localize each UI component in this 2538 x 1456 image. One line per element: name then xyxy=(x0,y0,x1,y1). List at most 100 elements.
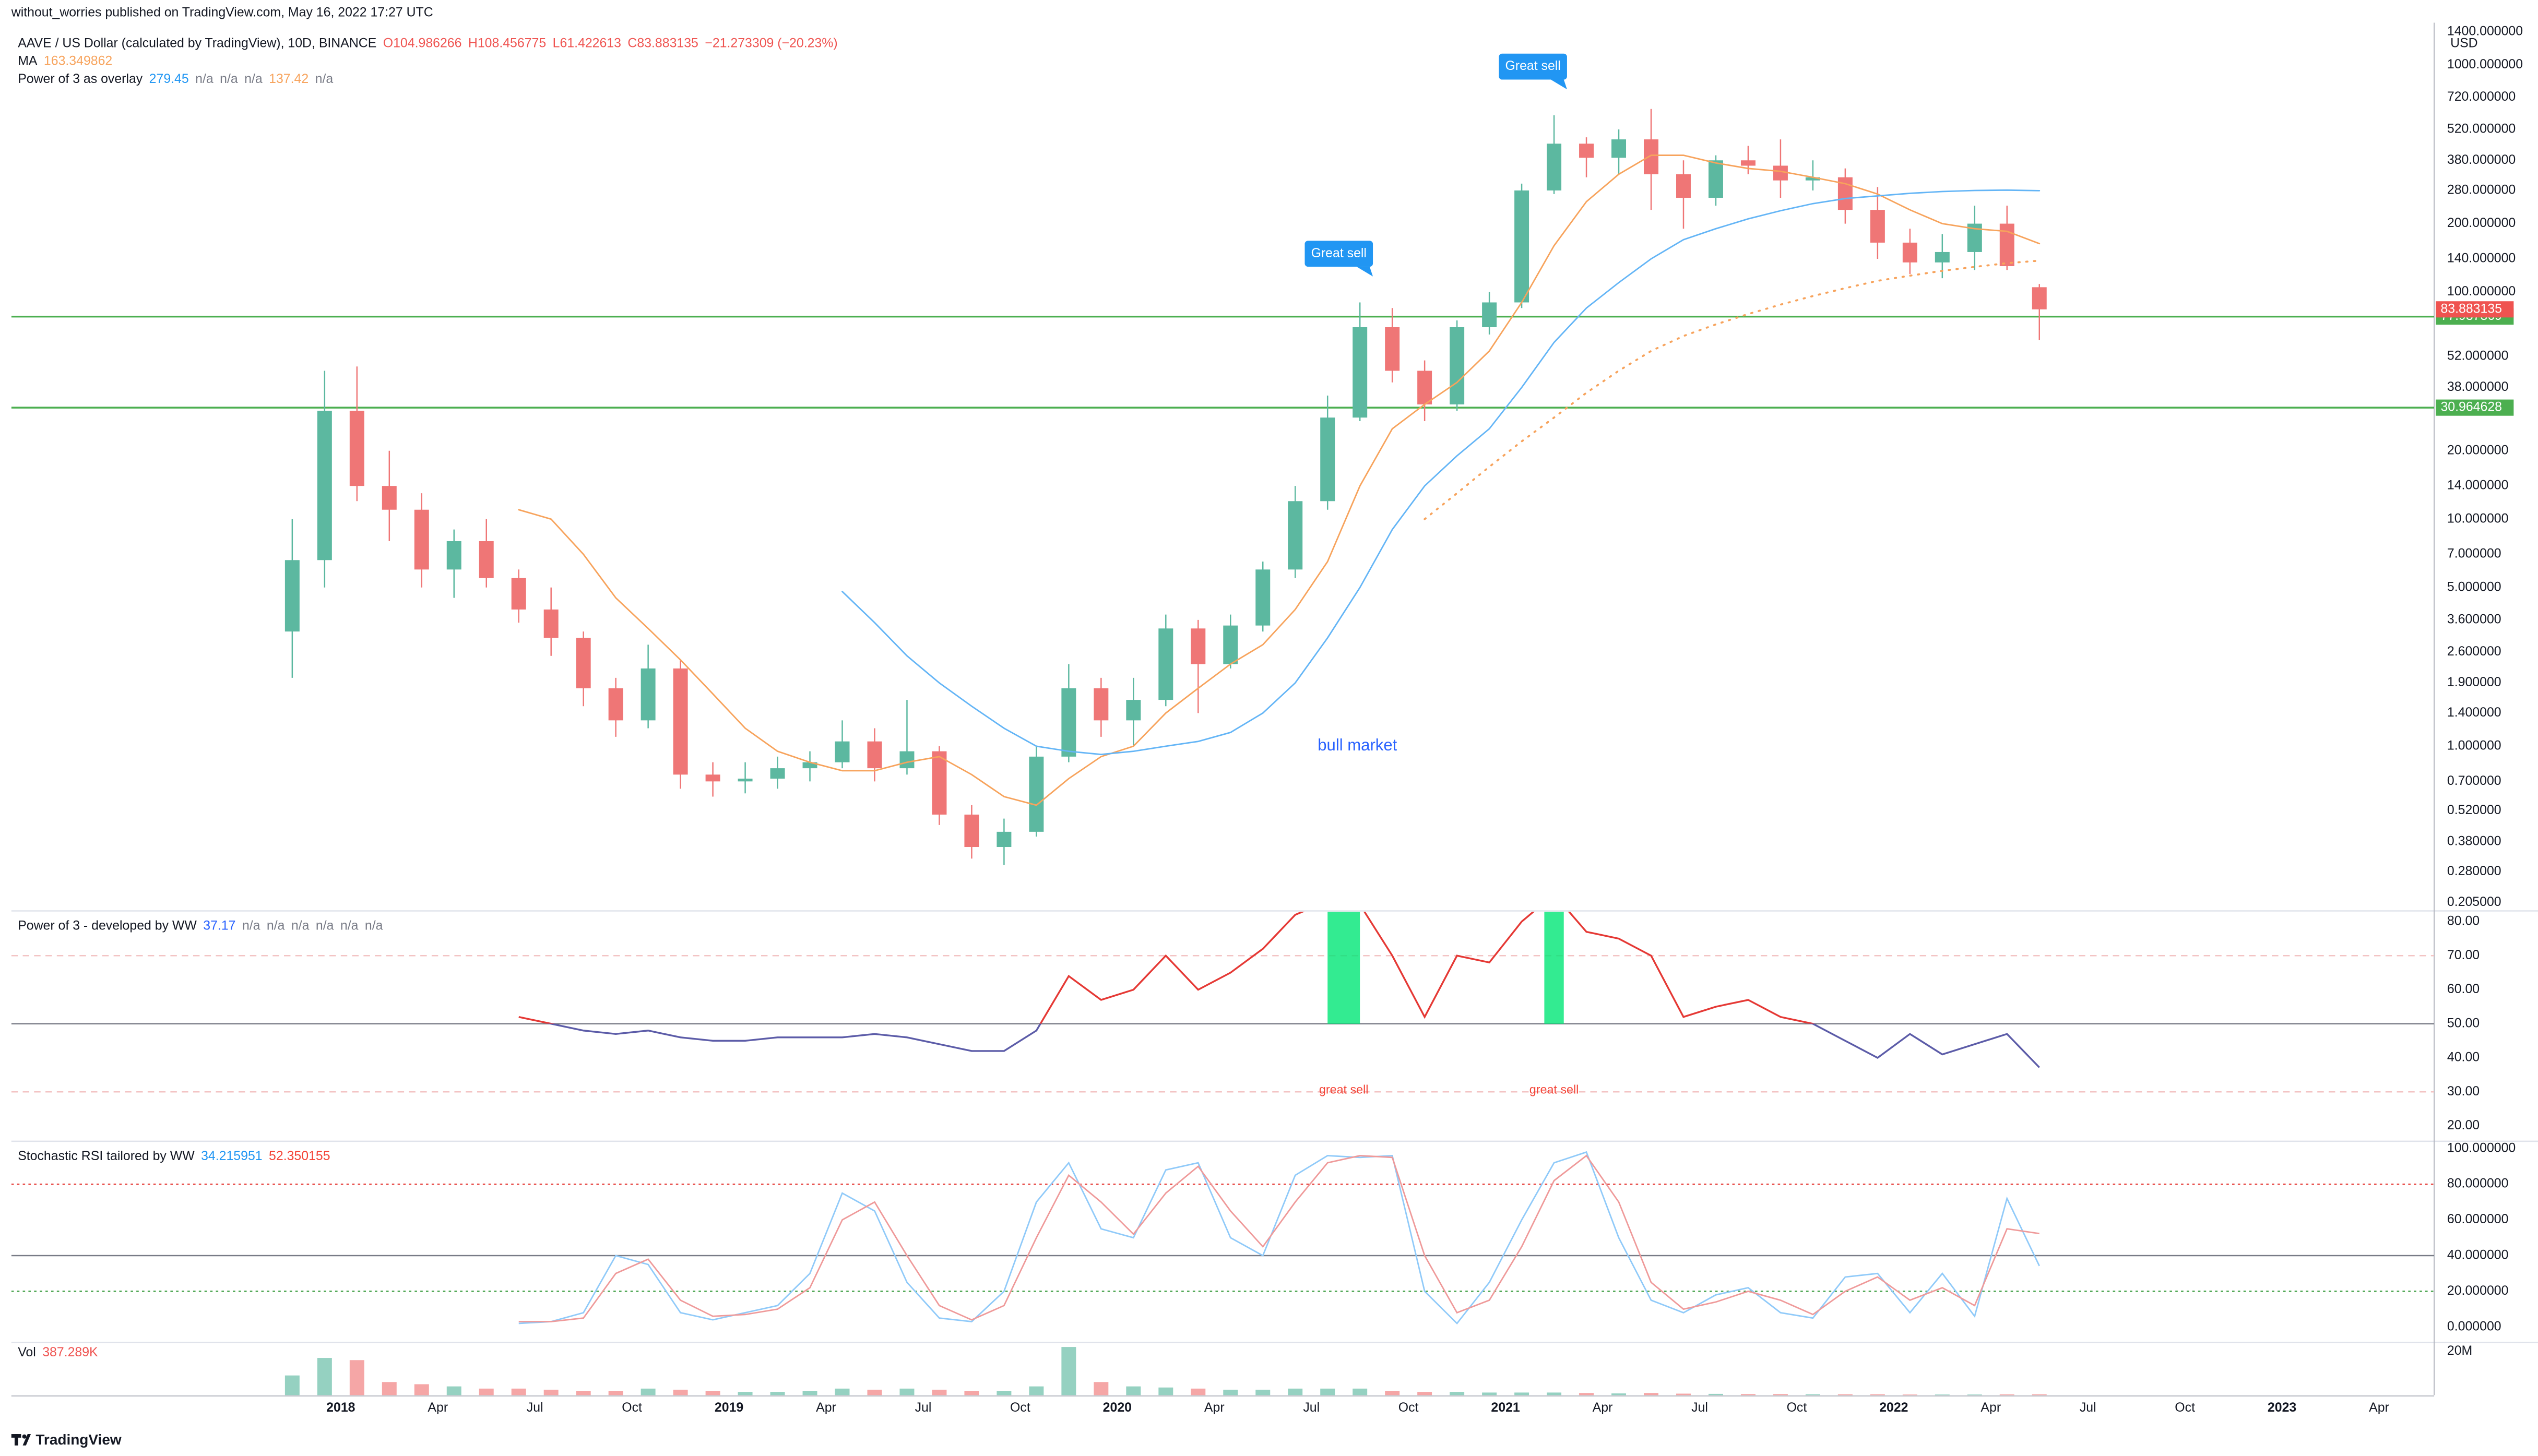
x-tick-label: Jul xyxy=(1303,1400,1320,1415)
y-tick-label: 38.000000 xyxy=(2447,379,2509,394)
y-tick-label: 1400.000000 xyxy=(2447,23,2523,38)
annotation: bull market xyxy=(1318,736,1397,754)
volume-bar xyxy=(284,1375,300,1395)
y-tick-label: 3.600000 xyxy=(2447,612,2501,626)
candle-body xyxy=(1482,302,1497,327)
candle-body xyxy=(770,768,785,779)
y-tick-label: 140.000000 xyxy=(2447,251,2516,266)
legend-title: AAVE / US Dollar (calculated by TradingV… xyxy=(18,35,376,50)
legend-value: 37.17 xyxy=(203,918,235,933)
price-tag-label: 30.964628 xyxy=(2440,400,2502,414)
y-tick-label: 52.000000 xyxy=(2447,349,2509,363)
candle-body xyxy=(1417,371,1432,404)
candle-body xyxy=(1935,252,1950,262)
callout-box xyxy=(1499,53,1567,80)
volume-bar xyxy=(1902,1394,1917,1395)
candle-body xyxy=(932,751,947,815)
candle-body xyxy=(899,751,915,769)
candle-body xyxy=(1158,628,1173,700)
candle-body xyxy=(1579,144,1594,158)
volume-bar xyxy=(608,1391,623,1395)
volume-bar xyxy=(1417,1392,1432,1395)
candle-body xyxy=(1126,700,1141,721)
last-price-label: 83.883135 xyxy=(2440,301,2502,316)
volume-bar xyxy=(1837,1394,1853,1395)
volume-bar xyxy=(414,1384,429,1395)
legend-value: n/a xyxy=(340,918,359,933)
volume-bar xyxy=(738,1392,753,1395)
volume-bar xyxy=(1935,1394,1950,1395)
overlay-line xyxy=(518,154,2041,806)
y-tick-label: 60.000000 xyxy=(2447,1212,2509,1226)
logo xyxy=(11,1434,31,1446)
candle-body xyxy=(1385,327,1400,371)
candle-body xyxy=(1644,139,1658,174)
candle-body xyxy=(1191,628,1206,664)
candle-body xyxy=(317,411,332,560)
volume-bar xyxy=(1999,1394,2014,1395)
legend-value: 163.349862 xyxy=(44,54,112,68)
x-tick-label: Apr xyxy=(428,1400,448,1415)
signal-label: great sell xyxy=(1319,1082,1369,1096)
legend-name: MA xyxy=(18,54,38,68)
candle-body xyxy=(1547,144,1562,190)
x-tick-label: Jul xyxy=(1691,1400,1708,1415)
legend-value: 52.350155 xyxy=(269,1149,330,1163)
volume-bar xyxy=(1740,1394,1756,1395)
candle-body xyxy=(414,509,429,570)
candle-body xyxy=(835,741,850,762)
legend-title: Power of 3 - developed by WW xyxy=(18,918,197,933)
legend-ohlc: O104.986266 xyxy=(383,35,462,50)
x-tick-label: Oct xyxy=(1398,1400,1419,1415)
candle-body xyxy=(511,578,526,610)
candle-body xyxy=(284,560,300,632)
candle-body xyxy=(446,541,461,570)
volume-bar xyxy=(899,1388,915,1395)
candle-body xyxy=(738,779,753,782)
legend-ohlc: L61.422613 xyxy=(553,35,621,50)
volume-bar xyxy=(349,1360,364,1395)
volume-bar xyxy=(867,1389,882,1395)
volume-bar xyxy=(1126,1386,1141,1395)
legend-value: n/a xyxy=(291,918,310,933)
volume-bar xyxy=(1805,1394,1820,1395)
candle-body xyxy=(641,668,656,721)
candle-body xyxy=(964,814,979,848)
indicator-pane xyxy=(11,1151,2435,1325)
y-tick-label: 80.00 xyxy=(2447,914,2480,928)
indicator-line xyxy=(518,1154,2039,1322)
y-tick-label: 10.000000 xyxy=(2447,511,2509,526)
signal-band xyxy=(1327,912,1360,1024)
y-tick-label: 2.600000 xyxy=(2447,644,2501,659)
y-tick-label: 40.000000 xyxy=(2447,1248,2509,1262)
y-tick-label: 0.520000 xyxy=(2447,803,2501,817)
legend-name: Power of 3 as overlay xyxy=(18,71,143,86)
candle-body xyxy=(1320,417,1335,502)
candle-body xyxy=(479,541,494,578)
x-tick-label: Jul xyxy=(2080,1400,2096,1415)
volume-bar xyxy=(1223,1389,1238,1395)
candle-body xyxy=(349,411,364,486)
volume-bar xyxy=(770,1392,785,1395)
candle-body xyxy=(1288,501,1303,570)
candle-body xyxy=(2032,287,2047,309)
x-tick-label: Apr xyxy=(816,1400,836,1415)
volume-bar xyxy=(1579,1393,1594,1395)
x-tick-label: Apr xyxy=(1204,1400,1225,1415)
volume-bar xyxy=(964,1391,979,1395)
indicator-pane xyxy=(11,912,2435,1093)
candle-body xyxy=(1999,223,2014,266)
legend-value: n/a xyxy=(315,71,334,86)
legend-title: Vol xyxy=(18,1345,36,1359)
candle-body xyxy=(1773,165,1788,181)
volume-bar xyxy=(1644,1393,1658,1395)
header: without_worries published on TradingView… xyxy=(11,5,433,19)
y-tick-label: 50.00 xyxy=(2447,1016,2480,1030)
candle-body xyxy=(1029,756,1044,832)
candle-body xyxy=(382,486,397,510)
volume-bar xyxy=(1353,1388,1368,1395)
volume-bar xyxy=(479,1388,494,1395)
callout-pointer xyxy=(1550,79,1567,90)
